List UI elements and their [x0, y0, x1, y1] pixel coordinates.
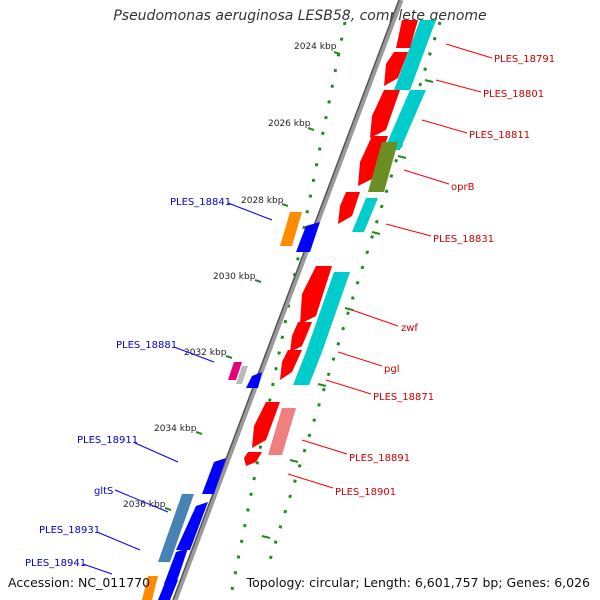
leader-line	[325, 379, 372, 395]
gene-label-ples-18931: PLES_18931	[39, 525, 100, 536]
tick-mark	[424, 79, 434, 83]
tick-mark	[254, 279, 262, 283]
gene-arrow-ples-18841	[296, 222, 320, 252]
tick-mark	[195, 431, 203, 435]
leader-line	[287, 473, 334, 489]
leader-line	[227, 202, 273, 221]
accession-text: Accession: NC_011770	[8, 575, 151, 590]
tick-mark	[307, 127, 315, 131]
tick-label: 2034 kbp	[154, 424, 197, 434]
leader-line	[351, 309, 399, 327]
gene-arrow-glt-s	[158, 494, 194, 562]
tick-label: 2032 kbp	[184, 348, 227, 358]
gene-arrow-pgl	[290, 322, 312, 352]
gene-label-ples-18881: PLES_18881	[116, 340, 177, 351]
genome-backbone	[172, 0, 404, 600]
leader-line	[82, 563, 113, 575]
tick-ring-inner	[228, 21, 347, 600]
cds-segment	[394, 20, 436, 90]
tick-label: 2024 kbp	[294, 42, 337, 52]
gene-label-ples-18941: PLES_18941	[25, 558, 86, 569]
tick-mark	[289, 459, 299, 463]
gene-arrow-opr-b	[368, 142, 398, 192]
gene-label-ples-18831: PLES_18831	[433, 234, 494, 245]
gene-label-ples-18791: PLES_18791	[494, 54, 555, 65]
leader-line	[403, 169, 450, 185]
tick-marks: 2024 kbp 2026 kbp 2028 kbp 2030 kbp 2032…	[123, 42, 341, 511]
gene-label-ples-18801: PLES_18801	[483, 89, 544, 100]
gene-arrow-ples-18941	[158, 580, 178, 600]
tick-label: 2026 kbp	[268, 119, 311, 129]
gene-arrow-zwf	[300, 266, 332, 324]
gene-arrow-ples-18911	[202, 458, 226, 494]
gene-label-opr-b: oprB	[451, 182, 475, 193]
leader-line	[301, 439, 348, 455]
leader-line	[385, 223, 432, 237]
leader-line	[96, 531, 141, 551]
leader-line	[337, 351, 383, 367]
gene-label-pgl: pgl	[384, 364, 399, 375]
tick-mark	[261, 535, 271, 539]
gene-label-ples-18811: PLES_18811	[469, 130, 530, 141]
leader-line	[435, 79, 482, 93]
cds-ring	[268, 20, 436, 455]
outer-tick-marks	[261, 79, 434, 539]
cds-segment	[352, 198, 378, 232]
gene-arrow-ples-18871	[280, 350, 302, 380]
gene-arrow-ples-18901	[244, 452, 262, 466]
gene-label-ples-18891: PLES_18891	[349, 453, 410, 464]
reverse-genes	[142, 212, 320, 600]
gene-arrow-ples-18791	[396, 20, 418, 48]
tick-mark	[344, 307, 354, 311]
leader-line	[445, 43, 493, 59]
cds-segment	[268, 408, 296, 455]
gene-arrow-ples-18891	[252, 402, 280, 448]
gene-arrow-ples-18941-orange	[142, 576, 158, 600]
gene-arrow-ples-18811	[370, 90, 400, 138]
cds-segment	[306, 272, 350, 352]
right-gene-labels: PLES_18791 PLES_18801 PLES_18811 oprB PL…	[287, 43, 555, 498]
leader-line	[173, 346, 215, 363]
tick-label: 2028 kbp	[241, 196, 284, 206]
tick-mark	[333, 51, 341, 55]
gene-label-zwf: zwf	[401, 323, 418, 334]
gene-label-ples-18841: PLES_18841	[170, 197, 231, 208]
tick-mark	[371, 231, 381, 235]
gene-arrow-ples-18831	[338, 192, 360, 224]
gene-label-glt-s: gltS	[94, 486, 113, 497]
gene-arrow-ples-18881-magenta	[228, 362, 242, 380]
leader-line	[421, 119, 468, 134]
gene-arrow-ples-18881	[246, 372, 262, 388]
gene-label-ples-18901: PLES_18901	[335, 487, 396, 498]
gene-label-ples-18911: PLES_18911	[77, 435, 138, 446]
leader-line	[134, 442, 179, 463]
cds-segment	[384, 90, 426, 150]
gene-arrow-ples-18921	[176, 502, 208, 550]
gene-arrow-ples-18841-orange	[280, 212, 302, 246]
gene-label-ples-18871: PLES_18871	[373, 392, 434, 403]
forward-genes	[244, 20, 418, 466]
left-gene-labels: PLES_18841 PLES_18881 PLES_18911 gltS PL…	[25, 197, 273, 575]
tick-mark	[225, 355, 233, 359]
gene-arrow-ples-18801	[384, 52, 408, 86]
cds-segment	[293, 352, 322, 385]
gene-arrow-ples-18931	[164, 548, 188, 584]
topology-text: Topology: circular; Length: 6,601,757 bp…	[246, 575, 590, 590]
genome-backbone-shade	[172, 0, 400, 600]
tick-mark	[317, 383, 327, 387]
tick-mark	[397, 155, 407, 159]
tick-label: 2036 kbp	[123, 500, 166, 510]
tick-label: 2030 kbp	[213, 272, 256, 282]
tick-mark	[281, 203, 289, 207]
tick-mark	[164, 507, 172, 511]
gene-arrow-ples-18881-grey	[236, 366, 248, 384]
leader-line	[114, 489, 169, 513]
